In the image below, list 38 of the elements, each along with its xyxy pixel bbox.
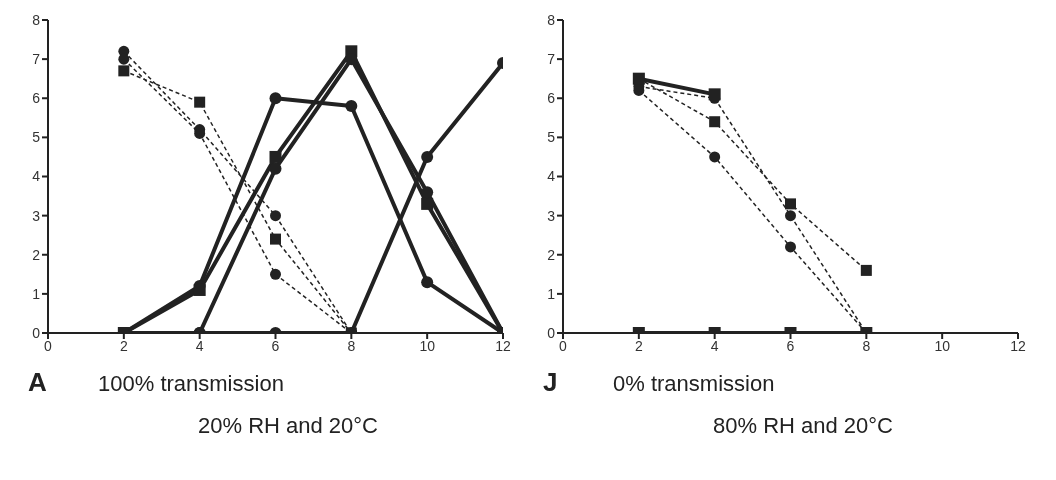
y-tick-label: 3: [547, 207, 556, 224]
x-tick-label: 4: [195, 337, 204, 354]
y-tick-label: 6: [32, 90, 41, 107]
text: J: [543, 367, 558, 398]
y-tick-label: 1: [547, 285, 556, 302]
text: A: [28, 367, 47, 398]
x-tick-label: 6: [786, 337, 795, 354]
x-tick-label: 10: [934, 337, 951, 354]
y-tick-label: 3: [32, 207, 41, 224]
x-tick-label: 8: [862, 337, 871, 354]
y-tick-label: 5: [32, 129, 41, 146]
y-tick-label: 4: [32, 168, 41, 185]
x-tick-label: 0: [44, 337, 53, 354]
x-tick-label: 12: [495, 337, 511, 354]
y-tick-label: 4: [547, 168, 556, 185]
y-tick-label: 8: [547, 11, 556, 28]
text: 0% transmission: [613, 371, 775, 397]
x-tick-label: 4: [710, 337, 719, 354]
x-tick-label: 0: [559, 337, 568, 354]
y-tick-label: 7: [547, 51, 556, 68]
y-tick-label: 0: [547, 324, 556, 341]
x-tick-label: 12: [1010, 337, 1026, 354]
x-tick-label: 2: [119, 337, 128, 354]
y-tick-label: 7: [32, 51, 41, 68]
y-tick-label: 2: [32, 246, 41, 263]
y-tick-label: 6: [547, 90, 556, 107]
y-tick-label: 8: [32, 11, 41, 28]
y-tick-label: 2: [547, 246, 556, 263]
y-tick-label: 5: [547, 129, 556, 146]
text: 20% RH and 20°C: [197, 413, 379, 439]
x-tick-label: 2: [634, 337, 643, 354]
x-tick-label: 8: [347, 337, 356, 354]
text: 80% RH and 20°C: [712, 413, 894, 439]
x-tick-label: 10: [419, 337, 436, 354]
text: 100% transmission: [98, 371, 284, 397]
y-tick-label: 0: [32, 324, 41, 341]
y-tick-label: 1: [32, 285, 41, 302]
x-tick-label: 6: [271, 337, 280, 354]
